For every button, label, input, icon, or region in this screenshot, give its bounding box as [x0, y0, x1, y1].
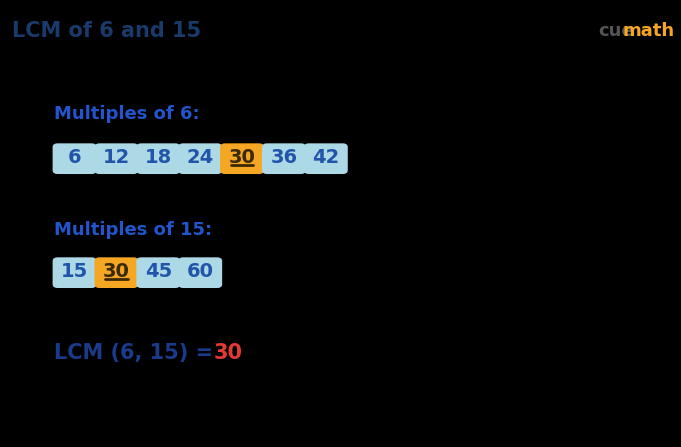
Text: math: math [623, 22, 675, 40]
Text: 🚀: 🚀 [559, 19, 574, 43]
Text: 60: 60 [187, 262, 214, 281]
Text: 30: 30 [214, 343, 243, 363]
FancyBboxPatch shape [95, 258, 138, 287]
FancyBboxPatch shape [138, 258, 179, 287]
FancyBboxPatch shape [179, 144, 221, 173]
Text: cue: cue [599, 22, 634, 40]
Text: Multiples of 6:: Multiples of 6: [54, 105, 200, 123]
FancyBboxPatch shape [54, 258, 95, 287]
Text: 18: 18 [144, 148, 172, 167]
Text: 30: 30 [103, 262, 130, 281]
Text: 6: 6 [68, 148, 82, 167]
Text: 24: 24 [187, 148, 214, 167]
FancyBboxPatch shape [221, 144, 263, 173]
Text: 42: 42 [312, 148, 339, 167]
FancyBboxPatch shape [54, 144, 95, 173]
Text: 36: 36 [270, 148, 298, 167]
Text: 12: 12 [103, 148, 130, 167]
FancyBboxPatch shape [179, 258, 221, 287]
Text: 15: 15 [61, 262, 89, 281]
FancyBboxPatch shape [263, 144, 305, 173]
Text: Multiples of 15:: Multiples of 15: [54, 221, 212, 239]
Text: LCM (6, 15) =: LCM (6, 15) = [54, 343, 220, 363]
FancyBboxPatch shape [138, 144, 179, 173]
FancyBboxPatch shape [305, 144, 347, 173]
Text: 30: 30 [229, 148, 255, 167]
FancyBboxPatch shape [95, 144, 138, 173]
Text: LCM of 6 and 15: LCM of 6 and 15 [12, 21, 201, 41]
Text: 45: 45 [144, 262, 172, 281]
